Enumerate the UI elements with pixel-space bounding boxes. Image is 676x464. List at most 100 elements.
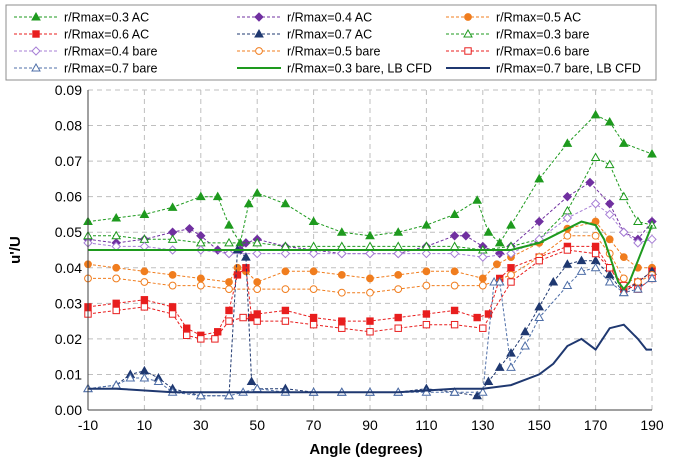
data-point xyxy=(506,348,516,357)
data-point xyxy=(604,199,615,209)
data-point xyxy=(140,278,149,286)
legend-label: r/Rmax=0.3 AC xyxy=(64,11,149,25)
data-point xyxy=(520,340,530,350)
legend-label: r/Rmax=0.4 AC xyxy=(287,11,372,25)
data-point xyxy=(337,288,346,297)
data-point xyxy=(197,335,205,343)
data-point xyxy=(233,271,242,279)
data-point xyxy=(507,278,515,286)
data-point xyxy=(461,231,471,241)
data-point xyxy=(562,280,573,290)
data-point xyxy=(506,220,516,229)
y-tick-label: 0.01 xyxy=(55,366,82,382)
x-axis: -10 10 30 50 70 90 110 130 150 170 190 xyxy=(78,409,664,433)
data-point xyxy=(225,285,233,294)
data-point xyxy=(590,199,601,209)
data-point xyxy=(394,285,403,294)
data-point xyxy=(494,237,505,247)
data-point xyxy=(183,324,191,332)
y-tick-label: 0.08 xyxy=(55,118,82,134)
data-point xyxy=(604,209,615,220)
x-tick-label: 70 xyxy=(306,417,322,433)
data-point xyxy=(139,209,150,218)
y-tick-label: 0.06 xyxy=(55,189,82,205)
data-point xyxy=(183,331,191,340)
data-point xyxy=(483,227,494,236)
data-point xyxy=(337,270,346,279)
data-point xyxy=(366,328,374,336)
y-tick-label: 0.00 xyxy=(55,402,82,418)
data-point xyxy=(308,216,319,226)
data-point xyxy=(214,328,222,336)
data-point xyxy=(478,281,487,290)
data-point xyxy=(394,313,402,322)
legend-label: r/Rmax=0.6 AC xyxy=(64,28,149,42)
data-point xyxy=(591,231,600,240)
data-point xyxy=(422,281,431,290)
data-point xyxy=(590,152,601,162)
data-point xyxy=(239,313,247,322)
data-point xyxy=(168,303,177,311)
data-point xyxy=(562,259,573,268)
data-point xyxy=(619,227,629,237)
series-line xyxy=(88,323,652,394)
data-point xyxy=(196,274,205,283)
data-point xyxy=(633,238,643,248)
data-point xyxy=(479,324,487,332)
legend-item: r/Rmax=0.7 AC xyxy=(237,28,372,42)
legend-item: r/Rmax=0.6 bare xyxy=(446,45,589,59)
data-point xyxy=(590,109,601,119)
series-r-rmax-0-7-bare-lb-cfd xyxy=(88,323,652,394)
data-point xyxy=(421,220,432,229)
legend-box xyxy=(5,4,657,81)
legend-label: r/Rmax=0.4 bare xyxy=(64,45,157,59)
data-point xyxy=(449,231,460,241)
data-point xyxy=(506,248,516,259)
data-point xyxy=(252,237,263,247)
data-point xyxy=(548,276,559,286)
data-point xyxy=(224,390,234,400)
legend-item: r/Rmax=0.5 bare xyxy=(237,45,380,59)
data-point xyxy=(477,387,488,396)
data-point xyxy=(449,387,460,396)
data-point xyxy=(591,249,600,258)
data-point xyxy=(473,313,481,322)
data-point xyxy=(450,320,459,329)
legend-item: r/Rmax=0.3 AC xyxy=(14,11,149,25)
data-point xyxy=(489,276,499,286)
data-point xyxy=(472,195,483,204)
data-point xyxy=(241,238,251,248)
data-point xyxy=(507,270,515,279)
data-point xyxy=(225,317,233,325)
data-point xyxy=(605,235,614,244)
data-point xyxy=(604,116,615,126)
data-point xyxy=(394,270,403,279)
data-point xyxy=(252,383,263,393)
data-point xyxy=(281,267,290,276)
legend-marker xyxy=(254,12,264,22)
y-tick-label: 0.05 xyxy=(55,224,82,240)
data-point xyxy=(111,380,122,389)
data-point xyxy=(243,198,254,208)
data-point xyxy=(309,313,318,322)
data-point xyxy=(112,274,121,283)
data-point xyxy=(184,223,195,234)
data-point xyxy=(604,159,615,169)
data-point xyxy=(195,191,206,201)
data-point xyxy=(576,255,587,265)
data-point xyxy=(562,191,573,202)
data-point xyxy=(281,285,290,294)
data-point xyxy=(253,317,261,325)
data-point xyxy=(139,365,150,375)
legend-label: r/Rmax=0.3 bare xyxy=(496,28,589,42)
data-point xyxy=(422,310,431,318)
data-point xyxy=(366,274,374,283)
y-axis-title: u'/U xyxy=(7,236,24,264)
data-point xyxy=(633,284,643,293)
data-point xyxy=(308,248,319,259)
legend-marker xyxy=(464,13,472,21)
data-point xyxy=(591,242,600,251)
data-point xyxy=(562,205,573,215)
x-tick-label: 130 xyxy=(471,417,495,433)
data-point xyxy=(619,253,628,262)
